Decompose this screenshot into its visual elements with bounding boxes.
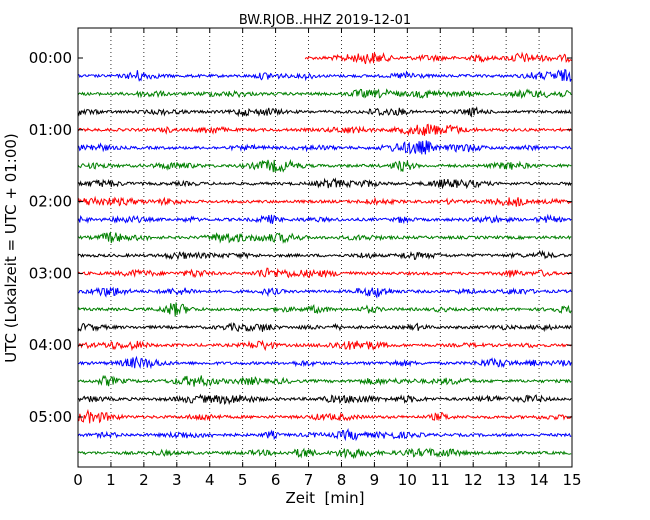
chart-title: BW.RJOB..HHZ 2019-12-01 (239, 13, 411, 28)
x-tick-label: 9 (370, 471, 380, 489)
y-tick-label: 03:00 (29, 264, 72, 282)
trace-line (77, 374, 572, 387)
ticks (77, 28, 573, 467)
y-tick-label: 02:00 (29, 193, 72, 211)
trace-line (77, 286, 572, 299)
trace-line (77, 140, 572, 155)
y-tick-label: 00:00 (29, 49, 72, 67)
traces (77, 51, 572, 460)
x-tick-label: 3 (172, 471, 182, 489)
trace-line (77, 88, 572, 100)
y-axis-label: UTC (Lokalzeit = UTC + 01:00) (2, 133, 20, 363)
plot-frame (77, 27, 573, 468)
trace-line (77, 302, 572, 317)
trace-line (77, 106, 572, 118)
x-tick-label: 0 (73, 471, 83, 489)
trace-line (77, 393, 572, 406)
x-tick-label: 6 (271, 471, 281, 489)
trace-line (77, 123, 572, 137)
x-tick-label: 7 (304, 471, 314, 489)
trace-line (77, 321, 572, 333)
x-tick-label: 15 (562, 471, 581, 489)
trace-line (77, 231, 572, 244)
x-tick-label: 10 (398, 471, 417, 489)
x-tick-label: 4 (205, 471, 215, 489)
trace-line (77, 177, 572, 190)
y-tick-label: 04:00 (29, 336, 72, 354)
trace-line (304, 51, 572, 65)
trace-line (77, 213, 572, 225)
trace-line (77, 68, 572, 82)
trace-line (77, 428, 572, 442)
trace-line (77, 158, 572, 173)
x-tick-label: 2 (139, 471, 149, 489)
x-tick-label: 8 (337, 471, 347, 489)
y-tick-label: 01:00 (29, 121, 72, 139)
x-tick-label: 5 (238, 471, 248, 489)
trace-line (77, 339, 572, 352)
x-tick-label: 14 (530, 471, 549, 489)
trace-line (77, 195, 572, 207)
y-tick-label: 05:00 (29, 408, 72, 426)
x-tick-label: 1 (106, 471, 116, 489)
trace-line (77, 408, 572, 424)
y-tick-labels: 00:00 01:00 02:00 03:00 04:00 05:00 (29, 49, 72, 426)
trace-line (77, 267, 572, 279)
trace-line (77, 355, 572, 370)
x-tick-label: 12 (464, 471, 483, 489)
x-tick-label: 11 (431, 471, 450, 489)
x-tick-label: 13 (497, 471, 516, 489)
trace-line (77, 447, 572, 460)
x-tick-labels: 0 1 2 3 4 5 6 7 8 9 10 11 12 13 14 15 (73, 471, 581, 489)
x-axis-label: Zeit [min] (285, 489, 364, 507)
trace-line (77, 249, 572, 261)
